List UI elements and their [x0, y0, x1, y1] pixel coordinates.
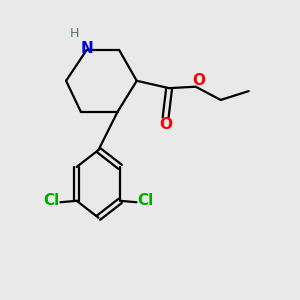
Text: O: O [159, 118, 172, 133]
Text: O: O [192, 73, 205, 88]
Text: Cl: Cl [44, 193, 60, 208]
Text: H: H [70, 27, 80, 40]
Text: Cl: Cl [137, 193, 153, 208]
Text: N: N [80, 41, 93, 56]
